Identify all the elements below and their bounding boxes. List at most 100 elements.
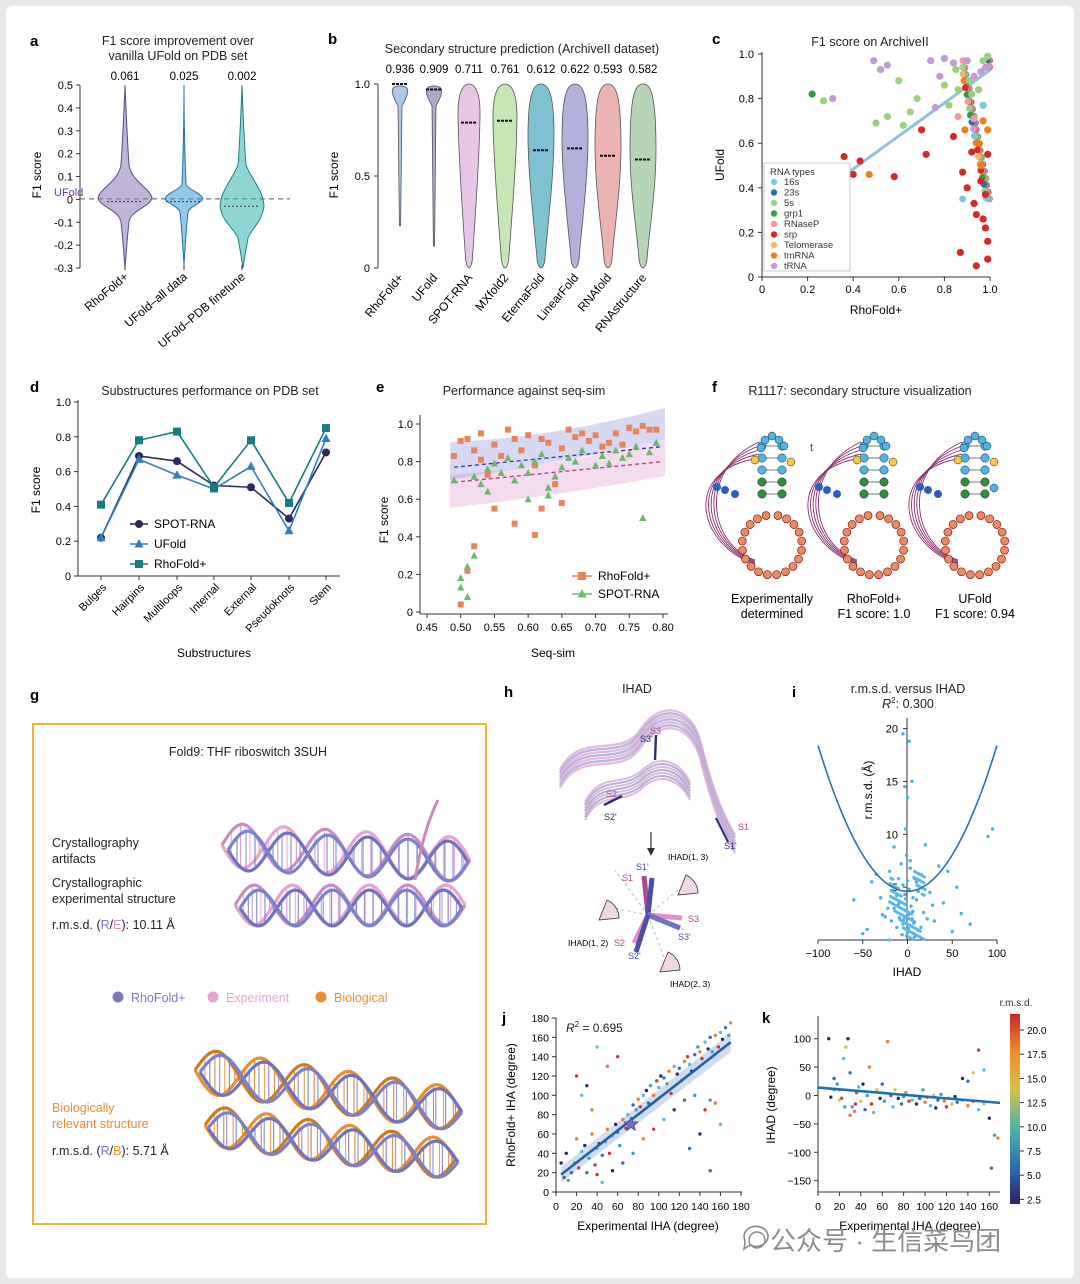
c-point [977, 166, 985, 174]
f-nucleotide [876, 435, 886, 445]
e-ytick-label: 0.6 [398, 494, 413, 506]
c-legend-marker [770, 252, 778, 259]
panel-j-ylabel: RhoFold+ IHA (degree) [504, 1043, 518, 1167]
e-point [551, 472, 559, 480]
j-point [587, 1156, 591, 1160]
h-low-s2p: S2' [628, 951, 641, 961]
a-ytick-label: 0.5 [58, 80, 73, 92]
i-point [899, 862, 903, 866]
e-point [558, 499, 565, 506]
h-ihad12: IHAD(1, 2) [568, 938, 608, 948]
j-xtick-label: 20 [571, 1201, 583, 1213]
c-point [959, 195, 967, 203]
c-point [906, 108, 914, 116]
k-point [955, 1100, 959, 1104]
e-ytick-label: 0.8 [398, 457, 413, 469]
panel-c-points [808, 52, 994, 270]
e-point [524, 468, 532, 476]
j-point [665, 1082, 669, 1086]
k-ytick-label: −150 [787, 1176, 811, 1188]
panel-c-title: F1 score on ArchiveII [811, 35, 928, 49]
h-ribbon [584, 760, 691, 803]
k-point [875, 1088, 879, 1092]
b-mean-label: 0.936 [386, 64, 415, 76]
d-marker [134, 454, 144, 463]
violin-ufold-pdb [219, 84, 265, 269]
k-point [971, 1071, 975, 1075]
panel-j-r2-label: R [566, 1021, 575, 1035]
h-dash [647, 914, 666, 961]
k-point [844, 1045, 848, 1049]
j-point [729, 1021, 733, 1025]
f-nucleotide [774, 435, 784, 445]
c-point [872, 119, 880, 127]
f-nucleotide [794, 527, 804, 537]
rmsd1-suffix: ): 10.11 Å [121, 917, 175, 932]
f-caption-line2: determined [741, 607, 804, 621]
j-point [703, 1040, 707, 1044]
e-point [606, 439, 613, 446]
j-point [593, 1163, 597, 1167]
f-nucleotide [949, 562, 959, 571]
i-xtick-label: −50 [853, 948, 872, 960]
j-xtick-label: 0 [553, 1201, 559, 1213]
c-point [979, 57, 987, 65]
f-nucleotide [753, 514, 762, 524]
j-point [672, 1108, 676, 1112]
f-nucleotide [891, 520, 901, 529]
panel-b-yticks: 1.0 0.5 0 [355, 79, 378, 275]
panel-k-xlabel: Experimental IHA (degree) [839, 1219, 980, 1233]
c-point [962, 84, 969, 92]
panel-e-ticks: 0.45 0.50 0.55 0.60 0.65 0.70 0.75 0.80 0 0.2 0.4 0… [398, 419, 674, 634]
b-violin [457, 83, 481, 269]
i-point [928, 890, 932, 895]
j-point [634, 1108, 638, 1112]
c-ytick-label: 0.8 [739, 94, 754, 106]
d-marker [247, 436, 255, 445]
k-xtick-label: 20 [834, 1201, 846, 1213]
j-point [716, 1045, 721, 1049]
h-ribbon [558, 727, 737, 854]
i-point [904, 897, 908, 901]
j-point [718, 1030, 723, 1035]
c-point [977, 177, 985, 185]
d-ytick-label: 0.2 [56, 536, 71, 548]
panel-d-title: Substructures performance on PDB set [101, 384, 319, 398]
c-legend-marker [770, 210, 778, 217]
k-point [841, 1056, 846, 1061]
f-nucleotide [879, 477, 889, 487]
f-nucleotide [757, 465, 767, 475]
e-point [626, 424, 633, 431]
c-point [931, 103, 939, 112]
i-point [959, 911, 963, 916]
f-nucleotide [839, 536, 849, 546]
c-point [840, 152, 848, 161]
k-point [882, 1099, 887, 1103]
i-point [916, 889, 920, 894]
panel-e-letter: e [376, 379, 384, 396]
f-nucleotide [881, 441, 891, 451]
k-cb-tick-label: 10.0 [1027, 1123, 1047, 1134]
d-marker [173, 427, 181, 436]
page-card [6, 6, 1074, 1278]
k-point [832, 1076, 836, 1081]
c-point [968, 90, 976, 98]
panel-i-xlabel: IHAD [893, 965, 922, 979]
k-point [914, 1102, 919, 1106]
e-point [544, 483, 552, 491]
k-ytick-label: −100 [787, 1147, 811, 1159]
k-cb-tick-label: 15.0 [1027, 1074, 1047, 1085]
f-nucleotide [859, 465, 869, 475]
a-ytick-label: -0.3 [54, 263, 73, 275]
k-point [966, 1079, 970, 1083]
j-point [655, 1079, 659, 1083]
b-mean-label: 0.761 [491, 64, 520, 76]
c-legend-marker [770, 189, 778, 196]
j-ytick-label: 40 [537, 1148, 549, 1160]
k-point [944, 1105, 949, 1109]
c-point [960, 77, 968, 85]
panel-g-frame [32, 723, 487, 1225]
j-point [600, 1153, 604, 1157]
k-ytick-label: 50 [799, 1062, 811, 1074]
c-legend-label: grp1 [784, 209, 803, 220]
